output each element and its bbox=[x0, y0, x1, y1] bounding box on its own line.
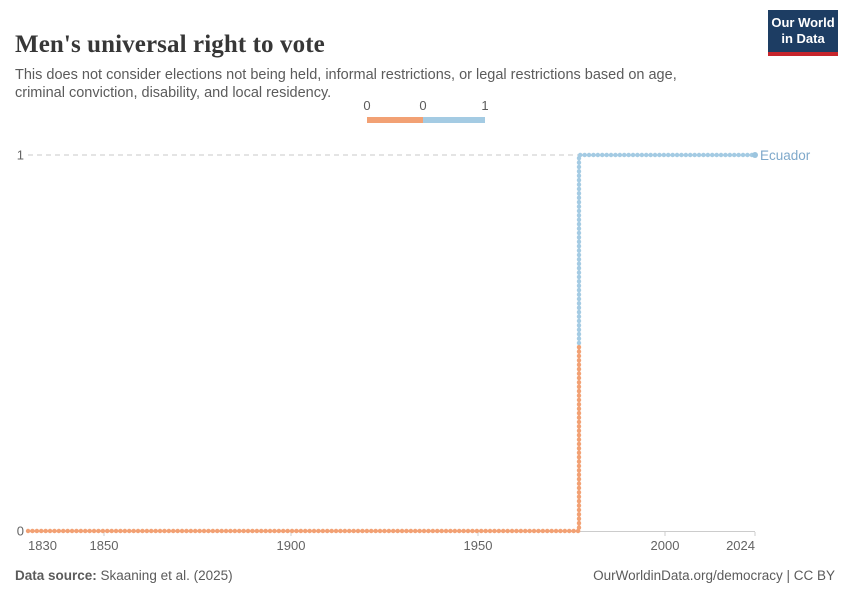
x-tick-label-1850: 1850 bbox=[90, 538, 119, 553]
x-tick-label-1830: 1830 bbox=[28, 538, 57, 553]
footer: Data source: Skaaning et al. (2025) OurW… bbox=[15, 568, 835, 583]
y-tick-label-0: 0 bbox=[17, 524, 24, 539]
page-subtitle: This does not consider elections not bei… bbox=[15, 66, 677, 102]
page-title: Men's universal right to vote bbox=[15, 30, 325, 58]
x-tick-label-2000: 2000 bbox=[651, 538, 680, 553]
series-line-value-0[interactable] bbox=[25, 340, 582, 534]
y-tick-label-1: 1 bbox=[17, 148, 24, 163]
owid-logo[interactable]: Our World in Data bbox=[768, 10, 838, 56]
data-source-label: Data source: bbox=[15, 568, 97, 583]
data-source-text: Data source: Skaaning et al. (2025) bbox=[15, 568, 233, 583]
legend-bin-value-0[interactable] bbox=[367, 117, 423, 123]
series-line-value-1[interactable] bbox=[576, 152, 758, 346]
legend-bin-value-1[interactable] bbox=[423, 117, 485, 123]
legend-tick-label-0: 0 bbox=[363, 98, 371, 113]
owid-logo-line2: in Data bbox=[781, 31, 825, 47]
legend-tick-label-1: 0 bbox=[419, 98, 427, 113]
legend-tick-label-2: 1 bbox=[481, 98, 489, 113]
owid-logo-line1: Our World bbox=[771, 15, 835, 30]
series-end-dot bbox=[752, 152, 758, 158]
x-tick-label-1950: 1950 bbox=[464, 538, 493, 553]
x-tick-label-1900: 1900 bbox=[277, 538, 306, 553]
series-entity-label[interactable]: Ecuador bbox=[760, 148, 811, 163]
data-source-value: Skaaning et al. (2025) bbox=[96, 568, 233, 583]
footer-link[interactable]: OurWorldinData.org/democracy | CC BY bbox=[593, 568, 835, 583]
x-tick-label-2024: 2024 bbox=[726, 538, 755, 553]
